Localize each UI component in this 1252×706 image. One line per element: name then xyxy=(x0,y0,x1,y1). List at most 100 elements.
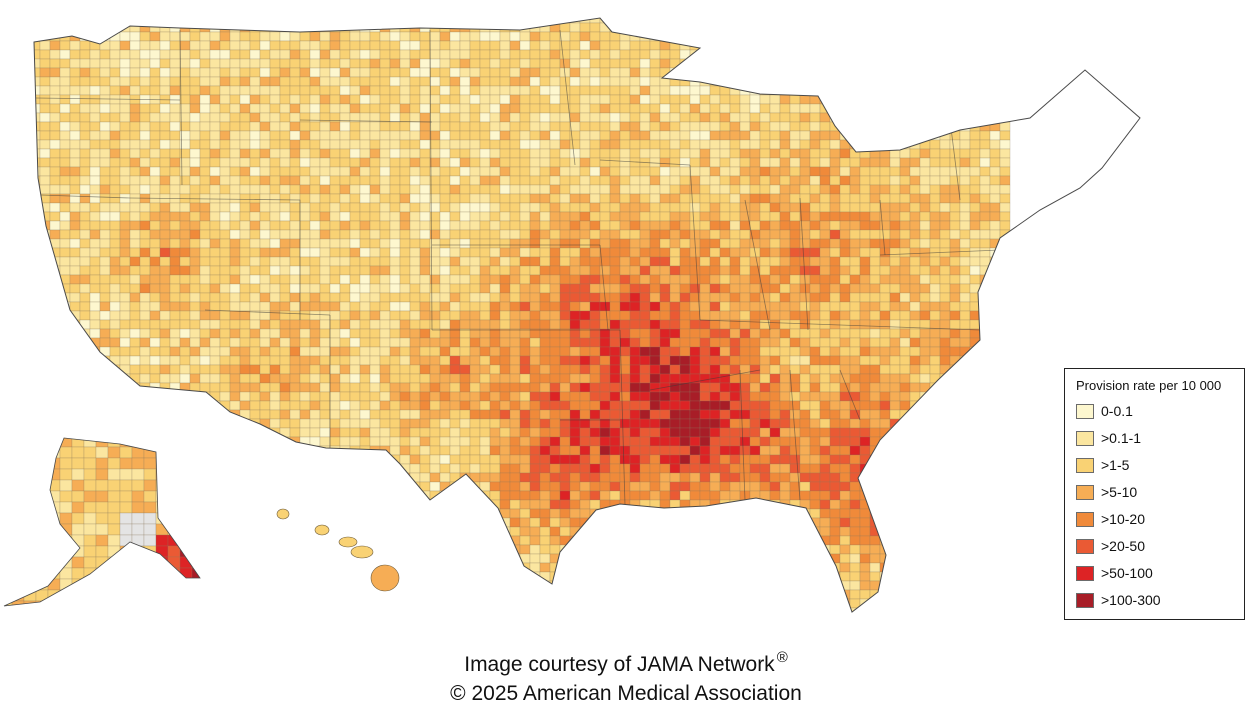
county-cell xyxy=(999,274,1011,285)
county-cell xyxy=(349,292,361,303)
county-cell xyxy=(979,256,991,267)
county-cell xyxy=(359,130,371,141)
county-cell xyxy=(759,112,771,123)
county-cell xyxy=(189,256,201,267)
county-cell xyxy=(59,22,71,33)
county-cell xyxy=(79,112,91,123)
county-cell xyxy=(639,292,651,303)
county-cell xyxy=(409,256,421,267)
county-cell xyxy=(959,40,971,51)
county-cell xyxy=(749,130,761,141)
county-cell xyxy=(209,139,221,150)
county-cell xyxy=(10,392,20,401)
county-cell xyxy=(359,139,371,150)
county-cell xyxy=(809,310,821,321)
county-cell xyxy=(189,67,201,78)
county-cell xyxy=(179,85,191,96)
county-cell xyxy=(849,382,861,393)
county-cell xyxy=(689,355,701,366)
county-cell xyxy=(49,418,61,429)
county-cell xyxy=(869,49,881,60)
county-cell xyxy=(969,409,981,420)
county-cell xyxy=(209,193,221,204)
county-cell xyxy=(59,229,71,240)
county-cell xyxy=(509,436,521,447)
county-cell xyxy=(49,220,61,231)
county-cell xyxy=(589,40,601,51)
county-cell xyxy=(399,202,411,213)
county-cell xyxy=(949,319,961,330)
county-cell xyxy=(689,445,701,456)
county-cell xyxy=(519,76,531,87)
county-cell xyxy=(709,130,721,141)
county-cell xyxy=(679,427,691,438)
county-cell xyxy=(339,67,351,78)
county-cell xyxy=(449,247,461,258)
county-cell xyxy=(209,238,221,249)
county-cell xyxy=(389,364,401,375)
county-cell xyxy=(949,18,961,24)
county-cell xyxy=(469,220,481,231)
county-cell xyxy=(0,95,10,104)
county-cell xyxy=(619,400,631,411)
county-cell xyxy=(289,166,301,177)
county-cell xyxy=(409,49,421,60)
county-cell xyxy=(649,409,661,420)
county-cell xyxy=(639,274,651,285)
county-cell xyxy=(179,175,191,186)
county-cell xyxy=(789,18,801,24)
county-cell xyxy=(979,445,991,456)
county-cell xyxy=(20,374,30,383)
county-cell xyxy=(309,454,321,465)
county-cell xyxy=(629,256,641,267)
county-cell xyxy=(279,76,291,87)
county-cell xyxy=(59,247,71,258)
county-cell xyxy=(889,265,901,276)
county-cell xyxy=(169,382,181,393)
county-cell xyxy=(939,301,951,312)
county-cell xyxy=(179,346,191,357)
county-cell xyxy=(329,130,341,141)
county-cell xyxy=(429,436,441,447)
county-cell xyxy=(199,301,211,312)
county-cell xyxy=(799,346,811,357)
county-cell xyxy=(169,355,181,366)
county-cell xyxy=(369,373,381,384)
county-cell xyxy=(919,256,931,267)
county-cell xyxy=(509,373,521,384)
county-cell xyxy=(569,211,581,222)
county-cell xyxy=(339,391,351,402)
county-cell xyxy=(319,130,331,141)
county-cell xyxy=(999,202,1011,213)
county-cell xyxy=(919,355,931,366)
county-cell xyxy=(509,18,521,24)
county-cell xyxy=(69,130,81,141)
county-cell xyxy=(609,184,621,195)
county-cell xyxy=(919,337,931,348)
county-cell xyxy=(329,319,341,330)
county-cell xyxy=(979,166,991,177)
county-cell xyxy=(689,418,701,429)
county-cell xyxy=(319,121,331,132)
county-cell xyxy=(809,112,821,123)
county-cell xyxy=(659,418,671,429)
county-cell xyxy=(849,31,861,42)
county-cell xyxy=(429,40,441,51)
county-cell xyxy=(719,166,731,177)
county-cell xyxy=(779,373,791,384)
county-cell xyxy=(859,238,871,249)
county-cell xyxy=(359,445,371,456)
county-cell xyxy=(609,85,621,96)
county-cell xyxy=(829,364,841,375)
county-cell xyxy=(749,301,761,312)
county-cell xyxy=(409,301,421,312)
county-cell xyxy=(519,175,531,186)
county-cell xyxy=(749,256,761,267)
county-cell xyxy=(329,67,341,78)
county-cell xyxy=(649,40,661,51)
county-cell xyxy=(229,184,241,195)
county-cell xyxy=(49,148,61,159)
county-cell xyxy=(269,364,281,375)
county-cell xyxy=(99,130,111,141)
county-cell xyxy=(199,229,211,240)
